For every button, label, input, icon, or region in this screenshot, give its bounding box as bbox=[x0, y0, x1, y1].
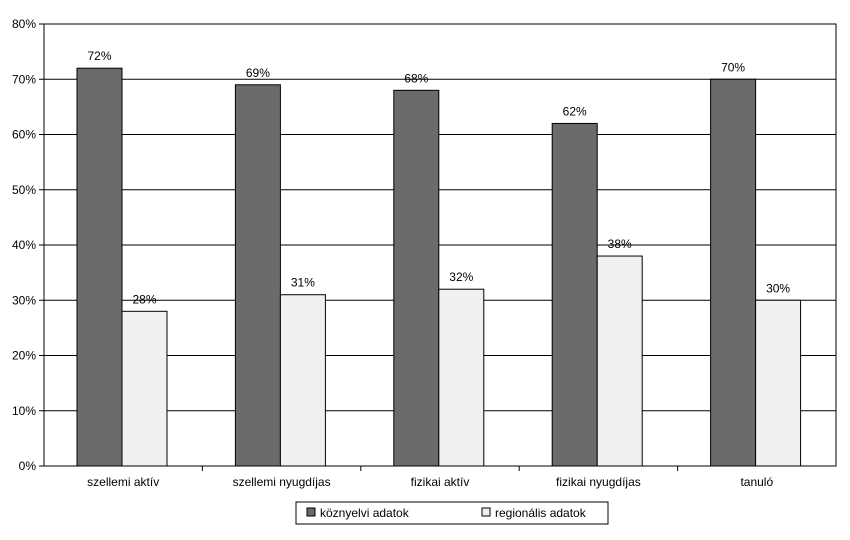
bar bbox=[76, 67, 123, 467]
data-label: 32% bbox=[449, 270, 473, 284]
plot-area-border bbox=[43, 23, 837, 467]
legend-label: köznyelvi adatok bbox=[320, 506, 410, 520]
y-tick-label: 50% bbox=[12, 183, 36, 197]
bars bbox=[76, 67, 802, 467]
data-label: 62% bbox=[563, 104, 587, 118]
legend-swatch bbox=[481, 507, 491, 517]
x-tick-label: fizikai nyugdíjas bbox=[556, 475, 641, 489]
x-axis-tick-labels: szellemi aktív szellemi nyugdíjas fizikai … bbox=[87, 466, 773, 489]
y-tick-label: 80% bbox=[12, 17, 36, 31]
data-label: 69% bbox=[246, 66, 270, 80]
x-tick-label: szellemi aktív bbox=[87, 475, 159, 489]
bar bbox=[234, 84, 281, 467]
data-label: 30% bbox=[766, 281, 790, 295]
y-tick-label: 40% bbox=[12, 238, 36, 252]
bar bbox=[596, 255, 643, 467]
x-tick-label: tanuló bbox=[740, 475, 773, 489]
bar bbox=[279, 294, 326, 467]
data-label: 38% bbox=[608, 237, 632, 251]
legend-box bbox=[295, 501, 609, 525]
y-tick-label: 60% bbox=[12, 128, 36, 142]
legend-swatch bbox=[306, 507, 316, 517]
data-labels: 72% 28% 69% 31% 68% 32% 62% 38% 70% 30% bbox=[87, 49, 790, 306]
data-label: 68% bbox=[404, 71, 428, 85]
y-tick-label: 0% bbox=[19, 459, 37, 473]
x-tick-label: fizikai aktív bbox=[411, 475, 470, 489]
bar bbox=[755, 299, 802, 467]
y-tick-label: 30% bbox=[12, 293, 36, 307]
bar bbox=[438, 288, 485, 467]
y-tick-label: 10% bbox=[12, 404, 36, 418]
y-axis-tick-labels: 0% 10% 20% 30% 40% 50% 60% 70% 80% bbox=[12, 17, 36, 473]
data-label: 31% bbox=[291, 276, 315, 290]
bar bbox=[121, 310, 168, 467]
legend-label: regionális adatok bbox=[495, 506, 587, 520]
legend: köznyelvi adatok regionális adatok bbox=[295, 501, 609, 525]
bar bbox=[393, 89, 440, 467]
y-tick-label: 70% bbox=[12, 72, 36, 86]
y-tick-label: 20% bbox=[12, 349, 36, 363]
data-label: 70% bbox=[721, 60, 745, 74]
bar bbox=[551, 122, 598, 467]
bar bbox=[710, 78, 757, 467]
x-tick-label: szellemi nyugdíjas bbox=[233, 475, 331, 489]
data-label: 28% bbox=[132, 292, 156, 306]
data-label: 72% bbox=[87, 49, 111, 63]
